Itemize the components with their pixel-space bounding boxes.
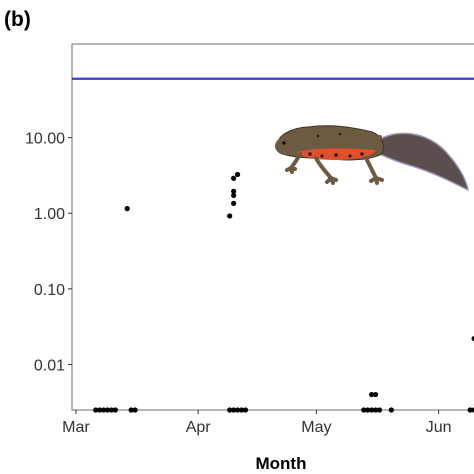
newt-head	[275, 137, 297, 155]
x-tick-label: Apr	[186, 419, 212, 436]
newt-spots	[308, 132, 364, 158]
data-point	[227, 407, 233, 413]
y-tick-label: 1.00	[34, 206, 65, 223]
y-tick-label: 0.10	[34, 282, 65, 299]
data-point	[369, 391, 375, 398]
data-point	[231, 192, 237, 199]
data-point	[369, 407, 375, 413]
data-point	[128, 407, 134, 413]
data-point	[132, 407, 138, 413]
points-layer	[93, 171, 474, 413]
y-tick-label: 10.00	[25, 131, 65, 148]
data-point	[227, 213, 233, 219]
data-point	[234, 407, 241, 413]
data-point	[388, 407, 394, 413]
x-axis-title: Month	[256, 454, 307, 473]
data-point	[372, 391, 379, 398]
newt-front-leg-right	[314, 156, 338, 185]
newt-back-leg-left	[360, 135, 382, 146]
data-point	[112, 407, 118, 413]
data-point	[376, 407, 383, 413]
data-point	[471, 335, 474, 342]
data-point	[108, 407, 115, 413]
x-tick-label: Jun	[426, 419, 452, 436]
data-point	[365, 407, 371, 413]
newt-front-leg-left	[285, 152, 302, 174]
plot-frame	[71, 43, 474, 411]
data-point	[467, 407, 473, 413]
data-point	[96, 407, 103, 413]
data-point	[234, 171, 241, 178]
panel-label: (b)	[4, 8, 31, 31]
newt-eye	[282, 141, 286, 145]
data-point	[104, 407, 111, 413]
x-tick-label: Mar	[62, 419, 90, 436]
data-point	[231, 407, 237, 413]
y-axis: 0.01 0.10 1.00 10.00	[25, 131, 72, 374]
newt-illustration	[275, 125, 469, 192]
newt-back-leg-right	[364, 156, 384, 185]
data-point	[361, 407, 367, 413]
data-point	[372, 407, 379, 413]
data-point	[93, 407, 99, 413]
data-point	[242, 407, 249, 413]
x-tick-label: May	[301, 419, 331, 436]
data-point	[100, 407, 107, 413]
data-point	[238, 407, 245, 413]
data-point	[231, 200, 237, 206]
y-tick-label: 0.01	[34, 357, 65, 374]
newt-tail	[379, 132, 469, 192]
data-point	[231, 175, 237, 181]
data-point	[471, 407, 474, 413]
x-axis: Mar Apr May Jun	[62, 410, 452, 436]
data-point	[231, 188, 237, 194]
data-point	[124, 206, 130, 212]
